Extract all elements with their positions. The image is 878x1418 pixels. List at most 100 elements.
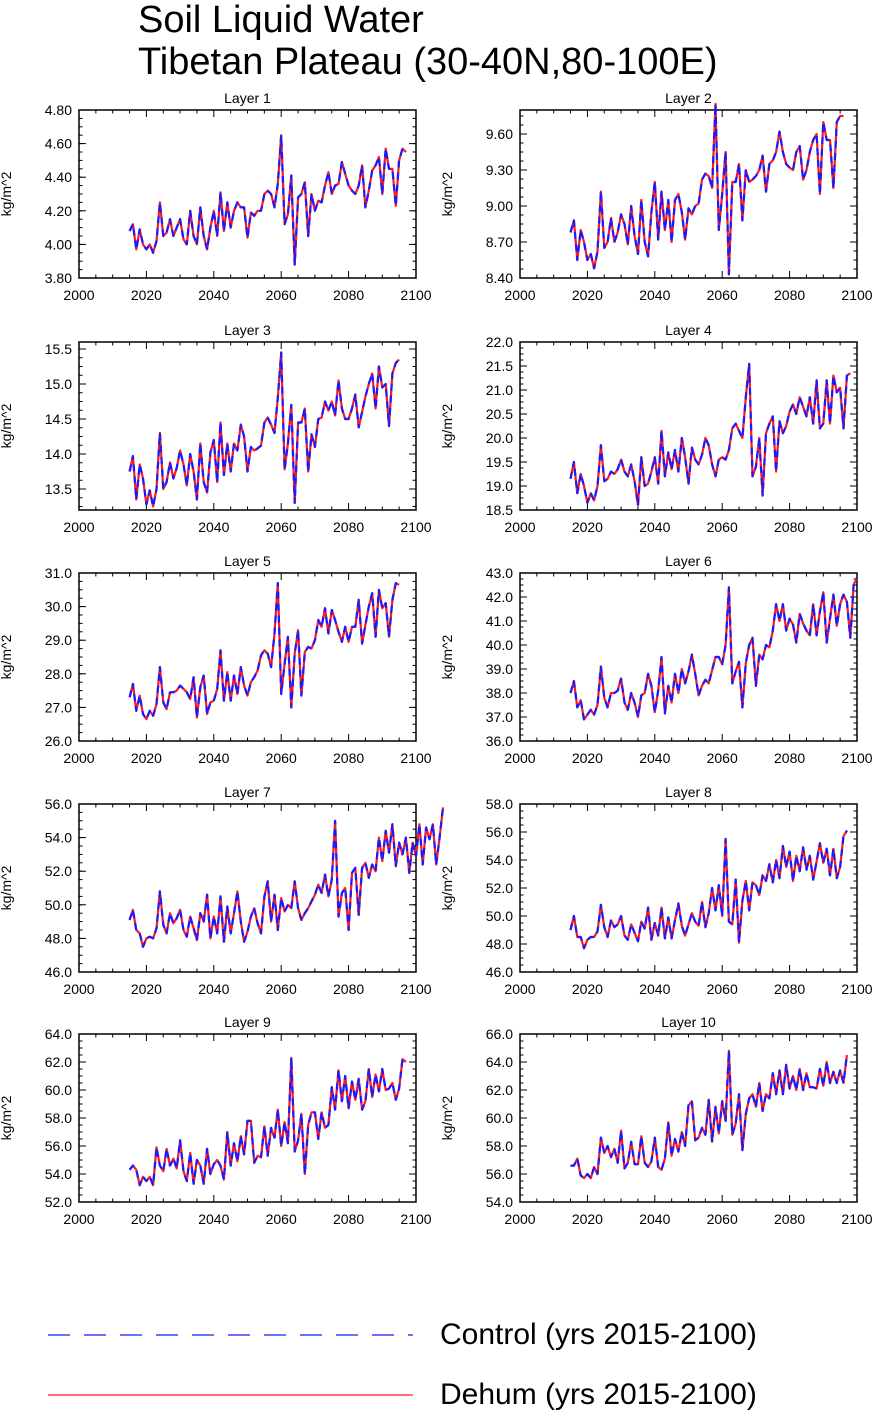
x-tick-label: 2000 bbox=[63, 981, 94, 997]
x-tick-label: 2080 bbox=[774, 1211, 805, 1227]
panel-title: Layer 5 bbox=[224, 553, 271, 569]
plot-frame bbox=[519, 803, 858, 973]
y-tick-label: 38.0 bbox=[486, 685, 513, 701]
series-line-dehum bbox=[128, 807, 445, 948]
y-tick-label: 56.0 bbox=[486, 1166, 513, 1182]
legend-item-dehum: Dehum (yrs 2015-2100) bbox=[48, 1373, 848, 1417]
plot-frame bbox=[78, 1033, 417, 1203]
panel-title: Layer 8 bbox=[665, 784, 712, 800]
y-axis-label: kg/m^2 bbox=[0, 403, 14, 448]
y-tick-label: 30.0 bbox=[45, 599, 72, 615]
x-tick-label: 2000 bbox=[504, 981, 535, 997]
chart-panel-layer-9: Layer 9 kg/m^2 2000 2020 2040 2060 2080 2100 52.… bbox=[0, 1014, 432, 1227]
x-tick-label: 2080 bbox=[774, 981, 805, 997]
y-tick-label: 62.0 bbox=[486, 1082, 513, 1098]
x-tick-label: 2060 bbox=[266, 1211, 297, 1227]
x-tick-label: 2100 bbox=[841, 287, 872, 303]
figure-title-line-2: Tibetan Plateau (30-40N,80-100E) bbox=[138, 41, 718, 83]
panel-title: Layer 2 bbox=[665, 90, 712, 106]
legend-label-dehum: Dehum (yrs 2015-2100) bbox=[440, 1378, 757, 1411]
y-axis-label: kg/m^2 bbox=[439, 865, 455, 910]
x-tick-label: 2100 bbox=[841, 750, 872, 766]
x-tick-label: 2060 bbox=[707, 1211, 738, 1227]
panel-title: Layer 6 bbox=[665, 553, 712, 569]
series-line-control bbox=[128, 134, 407, 266]
plot-frame bbox=[519, 572, 858, 742]
y-tick-label: 9.00 bbox=[486, 198, 513, 214]
y-tick-label: 4.20 bbox=[45, 203, 72, 219]
legend-item-control: Control (yrs 2015-2100) bbox=[48, 1313, 848, 1357]
y-tick-label: 40.0 bbox=[486, 637, 513, 653]
y-tick-label: 52.0 bbox=[45, 1194, 72, 1210]
panel-title: Layer 9 bbox=[224, 1014, 271, 1030]
x-tick-label: 2020 bbox=[131, 287, 162, 303]
series-line-dehum bbox=[569, 830, 848, 950]
series-line-control bbox=[128, 581, 400, 721]
x-tick-label: 2060 bbox=[707, 287, 738, 303]
x-tick-label: 2020 bbox=[572, 287, 603, 303]
x-tick-label: 2040 bbox=[198, 1211, 229, 1227]
series-line-control bbox=[570, 1049, 848, 1180]
x-tick-label: 2080 bbox=[333, 1211, 364, 1227]
x-tick-label: 2080 bbox=[333, 981, 364, 997]
y-tick-label: 21.5 bbox=[486, 358, 513, 374]
y-tick-label: 13.5 bbox=[45, 481, 72, 497]
y-tick-label: 48.0 bbox=[45, 930, 72, 946]
y-tick-label: 29.0 bbox=[45, 632, 72, 648]
x-tick-label: 2100 bbox=[841, 519, 872, 535]
x-tick-label: 2060 bbox=[707, 750, 738, 766]
panel-title: Layer 1 bbox=[224, 90, 271, 106]
x-tick-label: 2100 bbox=[400, 287, 431, 303]
y-tick-label: 50.0 bbox=[45, 897, 72, 913]
x-tick-label: 2100 bbox=[841, 981, 872, 997]
x-tick-label: 2000 bbox=[63, 287, 94, 303]
y-tick-label: 8.40 bbox=[486, 270, 513, 286]
x-tick-label: 2040 bbox=[198, 981, 229, 997]
x-tick-label: 2020 bbox=[131, 519, 162, 535]
y-tick-label: 8.70 bbox=[486, 234, 513, 250]
x-tick-label: 2040 bbox=[639, 519, 670, 535]
panel-title: Layer 3 bbox=[224, 322, 271, 338]
x-tick-label: 2080 bbox=[333, 750, 364, 766]
x-tick-label: 2080 bbox=[774, 287, 805, 303]
y-tick-label: 56.0 bbox=[45, 796, 72, 812]
legend-swatch-control bbox=[48, 1334, 413, 1336]
y-tick-label: 14.0 bbox=[45, 446, 72, 462]
series-line-dehum bbox=[128, 1056, 407, 1187]
plot-frame bbox=[78, 341, 417, 511]
chart-panel-layer-1: Layer 1 kg/m^2 2000 2020 2040 2060 2080 2100 3.8… bbox=[0, 90, 432, 303]
x-tick-label: 2000 bbox=[63, 750, 94, 766]
x-tick-label: 2080 bbox=[333, 287, 364, 303]
y-tick-label: 56.0 bbox=[45, 1138, 72, 1154]
y-tick-label: 56.0 bbox=[486, 824, 513, 840]
y-axis-label: kg/m^2 bbox=[439, 1095, 455, 1140]
y-tick-label: 58.0 bbox=[486, 1138, 513, 1154]
x-tick-label: 2020 bbox=[131, 1211, 162, 1227]
series-line-dehum bbox=[569, 577, 858, 721]
y-tick-label: 3.80 bbox=[45, 270, 72, 286]
x-tick-label: 2080 bbox=[774, 750, 805, 766]
plot-frame bbox=[78, 572, 417, 742]
series-line-control bbox=[128, 807, 445, 948]
x-tick-label: 2040 bbox=[639, 750, 670, 766]
y-tick-label: 48.0 bbox=[486, 936, 513, 952]
y-axis-label: kg/m^2 bbox=[439, 403, 455, 448]
series-line-dehum bbox=[128, 351, 400, 508]
series-line-control bbox=[128, 351, 400, 508]
y-tick-label: 21.0 bbox=[486, 382, 513, 398]
y-tick-label: 54.0 bbox=[486, 1194, 513, 1210]
x-tick-label: 2080 bbox=[774, 519, 805, 535]
x-tick-label: 2040 bbox=[198, 750, 229, 766]
chart-panel-layer-8: Layer 8 kg/m^2 2000 2020 2040 2060 2080 2100 46.… bbox=[439, 784, 873, 997]
y-tick-label: 27.0 bbox=[45, 699, 72, 715]
y-axis-label: kg/m^2 bbox=[0, 865, 14, 910]
y-tick-label: 60.0 bbox=[45, 1082, 72, 1098]
y-tick-label: 20.0 bbox=[486, 430, 513, 446]
x-tick-label: 2020 bbox=[572, 519, 603, 535]
y-axis-label: kg/m^2 bbox=[0, 1095, 14, 1140]
y-tick-label: 18.5 bbox=[486, 502, 513, 518]
chart-panel-layer-3: Layer 3 kg/m^2 2000 2020 2040 2060 2080 2100 13.… bbox=[0, 322, 432, 535]
y-tick-label: 66.0 bbox=[486, 1026, 513, 1042]
y-tick-label: 19.5 bbox=[486, 454, 513, 470]
y-tick-label: 54.0 bbox=[45, 1166, 72, 1182]
